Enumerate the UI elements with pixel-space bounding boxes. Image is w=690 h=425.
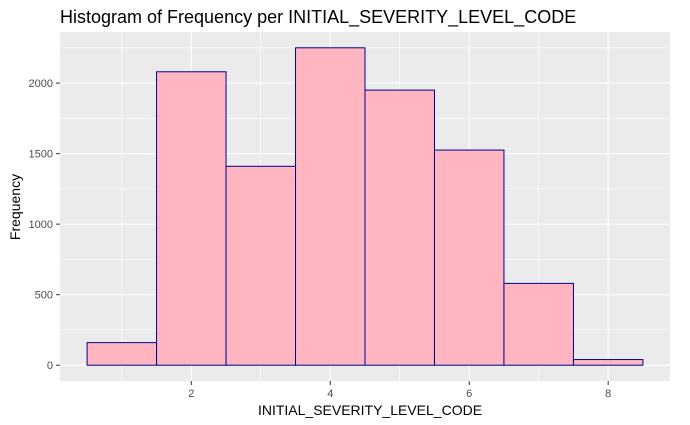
histogram-bar-6: [433, 149, 505, 366]
y-tick-label: 500: [35, 290, 53, 302]
y-tick-label: 0: [47, 360, 53, 372]
axes: 2 4 6 8 0 500 1000 1500 2000: [29, 78, 612, 400]
histogram-bar-1: [86, 342, 158, 366]
y-tick-label: 1500: [29, 149, 53, 161]
y-tick-label: 1000: [29, 219, 53, 231]
histogram-bar-8: [572, 359, 644, 366]
x-tick-label: 2: [188, 388, 194, 400]
histogram-bar-5: [364, 89, 435, 366]
bars: [86, 47, 644, 366]
histogram-bar-4: [295, 47, 366, 366]
x-tick-label: 4: [327, 388, 333, 400]
histogram-bar-3: [225, 165, 297, 366]
chart-title: Histogram of Frequency per INITIAL_SEVER…: [60, 7, 576, 28]
x-tick-label: 6: [466, 388, 472, 400]
y-tick-label: 2000: [29, 78, 53, 90]
histogram-bar-7: [503, 282, 574, 366]
x-axis-title: INITIAL_SEVERITY_LEVEL_CODE: [258, 402, 482, 418]
histogram-bar-2: [156, 71, 227, 366]
y-axis-title: Frequency: [7, 174, 23, 240]
x-tick-label: 8: [605, 388, 611, 400]
